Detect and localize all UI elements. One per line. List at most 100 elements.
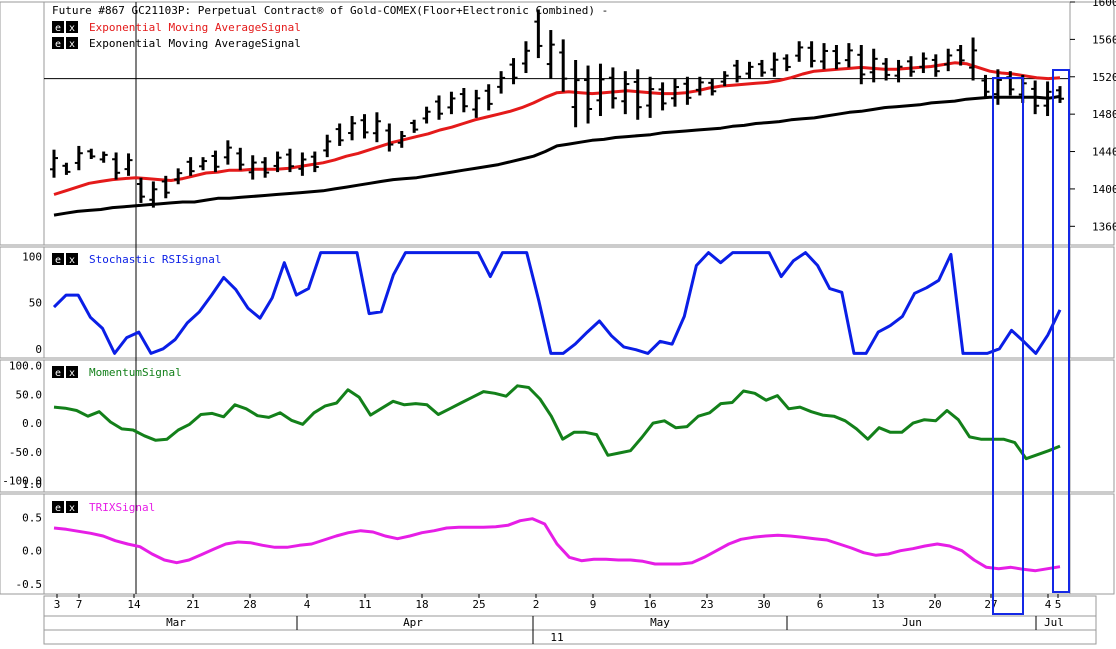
price-bar: [161, 175, 170, 199]
trix-tick-label: -0.5: [16, 578, 43, 591]
y-axis-frame: [1069, 246, 1115, 359]
price-bar: [74, 145, 83, 171]
legend-button-e[interactable]: e: [52, 501, 64, 514]
left-axis-frame: [0, 493, 45, 595]
legend-label: Exponential Moving AverageSignal: [89, 21, 301, 34]
price-bar: [832, 44, 841, 70]
highlight-boxes[interactable]: [992, 69, 1070, 615]
momentum-tick-label: 0.0: [22, 417, 42, 430]
date-tick-label: 7: [76, 598, 83, 611]
left-axis-frame: [0, 1, 45, 246]
date-tick-label: 23: [700, 598, 713, 611]
price-bar: [894, 59, 903, 83]
date-tick-label: 6: [817, 598, 824, 611]
date-tick-label: 27: [984, 598, 997, 611]
price-bar: [236, 147, 245, 171]
price-bar: [931, 54, 940, 77]
price-bar: [1056, 86, 1064, 103]
date-tick-label: 11: [358, 598, 371, 611]
date-tick-label: 25: [472, 598, 485, 611]
price-bar: [50, 149, 58, 178]
legend-button-x-label: x: [69, 368, 75, 379]
price-bar: [174, 168, 183, 185]
price-bar: [1031, 80, 1040, 115]
legend-button-x[interactable]: x: [66, 37, 78, 50]
price-tick-label: 1480: [1092, 108, 1116, 121]
legend-button-x-bg: [66, 366, 78, 378]
legend-button-x-label: x: [69, 255, 75, 266]
price-bar: [484, 84, 493, 111]
date-tick-label: 3: [54, 598, 61, 611]
month-label: Apr: [403, 616, 423, 629]
price-bar: [906, 56, 915, 77]
legend-button-e[interactable]: e: [52, 37, 64, 50]
y-axis-frame: [1069, 359, 1115, 493]
momentum-tick-label: -50.0: [9, 446, 42, 459]
legend-label: Stochastic RSISignal: [89, 253, 221, 266]
legend-button-e-bg: [52, 21, 64, 33]
price-tick-label: 1520: [1092, 71, 1116, 84]
legend-button-e[interactable]: e: [52, 253, 64, 266]
price-bar: [87, 148, 96, 160]
price-bar: [472, 89, 481, 118]
price-bar: [646, 76, 655, 118]
price-bar: [596, 63, 605, 117]
price-bar: [559, 39, 568, 92]
price-bar: [670, 78, 679, 107]
legend-button-x[interactable]: x: [66, 501, 78, 514]
price-bar: [658, 82, 667, 111]
ema-red-line: [53, 61, 1061, 196]
left-axis-frame: [0, 359, 45, 493]
highlight-box[interactable]: [992, 77, 1024, 615]
highlight-box[interactable]: [1052, 69, 1070, 593]
price-tick-label: 1560: [1092, 33, 1116, 46]
price-bar: [385, 123, 394, 152]
price-tick-label: 1600: [1092, 0, 1116, 9]
price-bar: [919, 52, 928, 74]
legend-button-e-bg: [52, 253, 64, 265]
price-bar: [571, 59, 580, 128]
legend-button-e-label: e: [55, 39, 61, 50]
date-tick-label: 13: [871, 598, 884, 611]
chart-title: Future #867 GC21103P: Perpetual Contract…: [52, 4, 608, 17]
stoch-rsi-line: [52, 251, 1062, 355]
legend-button-x-label: x: [69, 23, 75, 34]
legend-button-e[interactable]: e: [52, 21, 64, 34]
price-bar: [360, 114, 369, 139]
legend-button-x[interactable]: x: [66, 366, 78, 379]
price-bar: [708, 78, 717, 96]
price-bar: [770, 52, 779, 77]
price-bar: [348, 116, 357, 141]
date-tick-label: 2: [533, 598, 540, 611]
price-bar: [447, 91, 456, 115]
price-bar: [136, 177, 145, 203]
legend-button-x[interactable]: x: [66, 21, 78, 34]
legend-button-x-bg: [66, 21, 78, 33]
price-tick-label: 1440: [1092, 146, 1116, 159]
price-bar: [683, 76, 692, 105]
date-tick-label: 20: [928, 598, 941, 611]
legend-button-e-bg: [52, 501, 64, 513]
price-bar: [857, 44, 866, 85]
price-bar: [944, 48, 953, 72]
price-bar: [372, 112, 381, 143]
date-tick-label: 14: [127, 598, 141, 611]
legend-button-e[interactable]: e: [52, 366, 64, 379]
month-axis-frame: [43, 615, 1097, 631]
year-label: 11: [550, 631, 563, 644]
price-bar: [335, 123, 344, 146]
price-bar: [534, 9, 543, 59]
price-bar: [621, 71, 630, 115]
price-bar: [223, 140, 232, 165]
left-axis-frame: [0, 246, 45, 359]
price-bar: [969, 37, 978, 81]
price-bar: [323, 134, 332, 158]
legend-button-x[interactable]: x: [66, 253, 78, 266]
legend-button-e-label: e: [55, 255, 61, 266]
date-tick-label: 16: [643, 598, 656, 611]
month-label: May: [650, 616, 670, 629]
